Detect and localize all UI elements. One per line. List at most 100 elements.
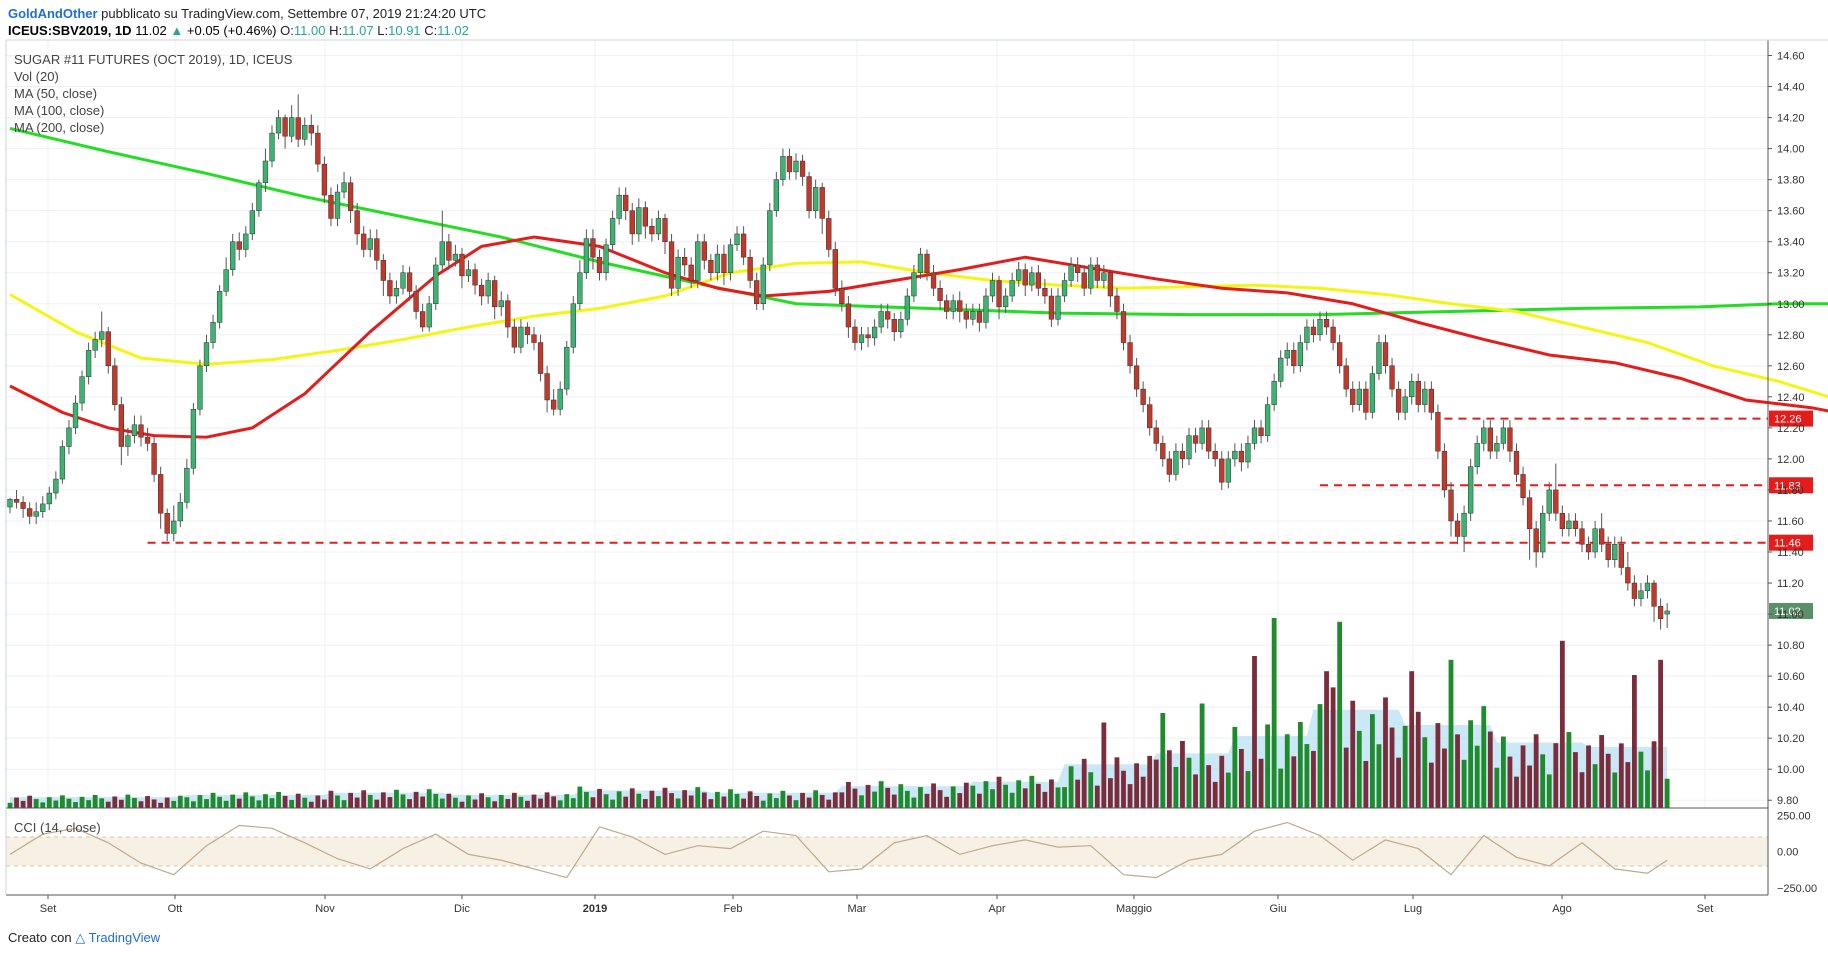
candle-body: [1264, 404, 1271, 436]
volume-bar: [1370, 714, 1375, 808]
candle-body: [203, 342, 210, 367]
volume-bar: [931, 783, 936, 808]
price-tick-label: 11.40: [1777, 547, 1804, 559]
candle-body: [1441, 450, 1448, 491]
volume-bar: [354, 797, 360, 808]
volume-bar: [204, 799, 209, 808]
candle-body: [570, 303, 576, 348]
candle-body: [1625, 567, 1631, 584]
volume-bar: [623, 796, 629, 808]
price-tick-label: 14.00: [1777, 144, 1805, 156]
candle-body: [577, 272, 583, 305]
footer-brand[interactable]: TradingView: [88, 930, 161, 945]
volume-bar: [1232, 726, 1238, 808]
candle-body: [1395, 388, 1402, 413]
volume-bar: [1016, 780, 1022, 808]
candle-body: [871, 326, 878, 339]
volume-bar: [86, 800, 91, 808]
volume-bar: [937, 790, 943, 808]
candle-body: [151, 443, 157, 475]
candle-body: [1572, 520, 1579, 529]
volume-bar: [773, 798, 779, 808]
x-tick-label: 2019: [583, 903, 607, 915]
volume-bar: [957, 793, 963, 808]
candle-body: [760, 264, 766, 305]
volume-bar: [341, 800, 347, 808]
volume-bar: [394, 789, 399, 808]
volume-bar: [1514, 776, 1519, 808]
volume-bar: [1559, 640, 1565, 808]
volume-bar: [400, 794, 406, 808]
volume-bar: [1009, 792, 1015, 808]
candle-body: [636, 207, 642, 235]
volume-bar: [315, 795, 321, 808]
candle-body: [459, 253, 465, 277]
candle-body: [852, 326, 858, 343]
candle-body: [1631, 582, 1638, 599]
last-price-badge: [1769, 602, 1813, 619]
candle-body: [1317, 319, 1323, 336]
volume-bar: [177, 795, 183, 808]
candle-body: [799, 160, 806, 177]
candle-body: [1238, 450, 1245, 463]
candle-body: [623, 194, 629, 211]
volume-bar: [295, 793, 301, 808]
volume-bar: [734, 793, 740, 808]
volume-bar: [79, 796, 85, 808]
candle-body: [904, 295, 911, 320]
candle-body: [583, 238, 590, 273]
candle-body: [754, 280, 760, 305]
candle-body: [930, 272, 937, 289]
level-badge: [1769, 477, 1813, 494]
level-label: 12.26: [1774, 414, 1802, 426]
candle-body: [551, 399, 557, 410]
volume-bar: [99, 798, 105, 808]
low-label: L:: [377, 23, 389, 38]
volume-bar: [1592, 764, 1598, 808]
candle-body: [485, 280, 491, 297]
volume-bar: [256, 800, 262, 808]
candle-body: [1559, 512, 1565, 529]
candle-body: [66, 427, 72, 447]
candle-body: [367, 238, 373, 250]
volume-bar: [983, 781, 989, 808]
volume-bar: [990, 789, 995, 808]
candle-body: [249, 210, 255, 235]
candle-body: [328, 194, 334, 219]
candle-body: [1474, 443, 1480, 467]
price-tick-label: 11.20: [1777, 578, 1804, 590]
volume-bar: [688, 795, 694, 808]
x-tick-label: Maggio: [1116, 903, 1152, 915]
candle-body: [295, 117, 301, 140]
volume-bar: [649, 790, 655, 808]
candle-body: [557, 388, 563, 410]
volume-bar: [1160, 713, 1166, 808]
change-value: +0.05 (+0.46%): [186, 23, 277, 38]
candle-body: [1271, 381, 1277, 405]
candle-body: [92, 339, 98, 351]
volume-bar: [826, 799, 832, 808]
candle-body: [1435, 412, 1441, 452]
candle-body: [118, 404, 124, 447]
volume-bar: [348, 792, 353, 808]
author-name[interactable]: GoldAndOther: [8, 6, 98, 21]
volume-bar: [1651, 741, 1657, 808]
candle-body: [406, 272, 413, 292]
candle-body: [413, 291, 419, 312]
tradingview-logo-icon[interactable]: △: [75, 930, 86, 945]
volume-bar: [564, 794, 570, 808]
candle-body: [40, 503, 46, 512]
volume-bar: [1389, 727, 1395, 808]
volume-bar: [656, 796, 661, 808]
volume-bar: [1527, 765, 1532, 808]
volume-bar: [780, 790, 786, 808]
volume-bar: [1252, 656, 1257, 808]
volume-bar: [1383, 697, 1388, 808]
volume-bar: [511, 792, 517, 808]
axes: 14.60 14.40 14.20 14.00 13.80 13.60 13.40 13.20…: [5, 39, 1828, 915]
volume-bar: [1533, 734, 1539, 808]
volume-bar: [1212, 781, 1218, 808]
candle-body: [865, 334, 871, 339]
candle-body: [1009, 280, 1015, 297]
